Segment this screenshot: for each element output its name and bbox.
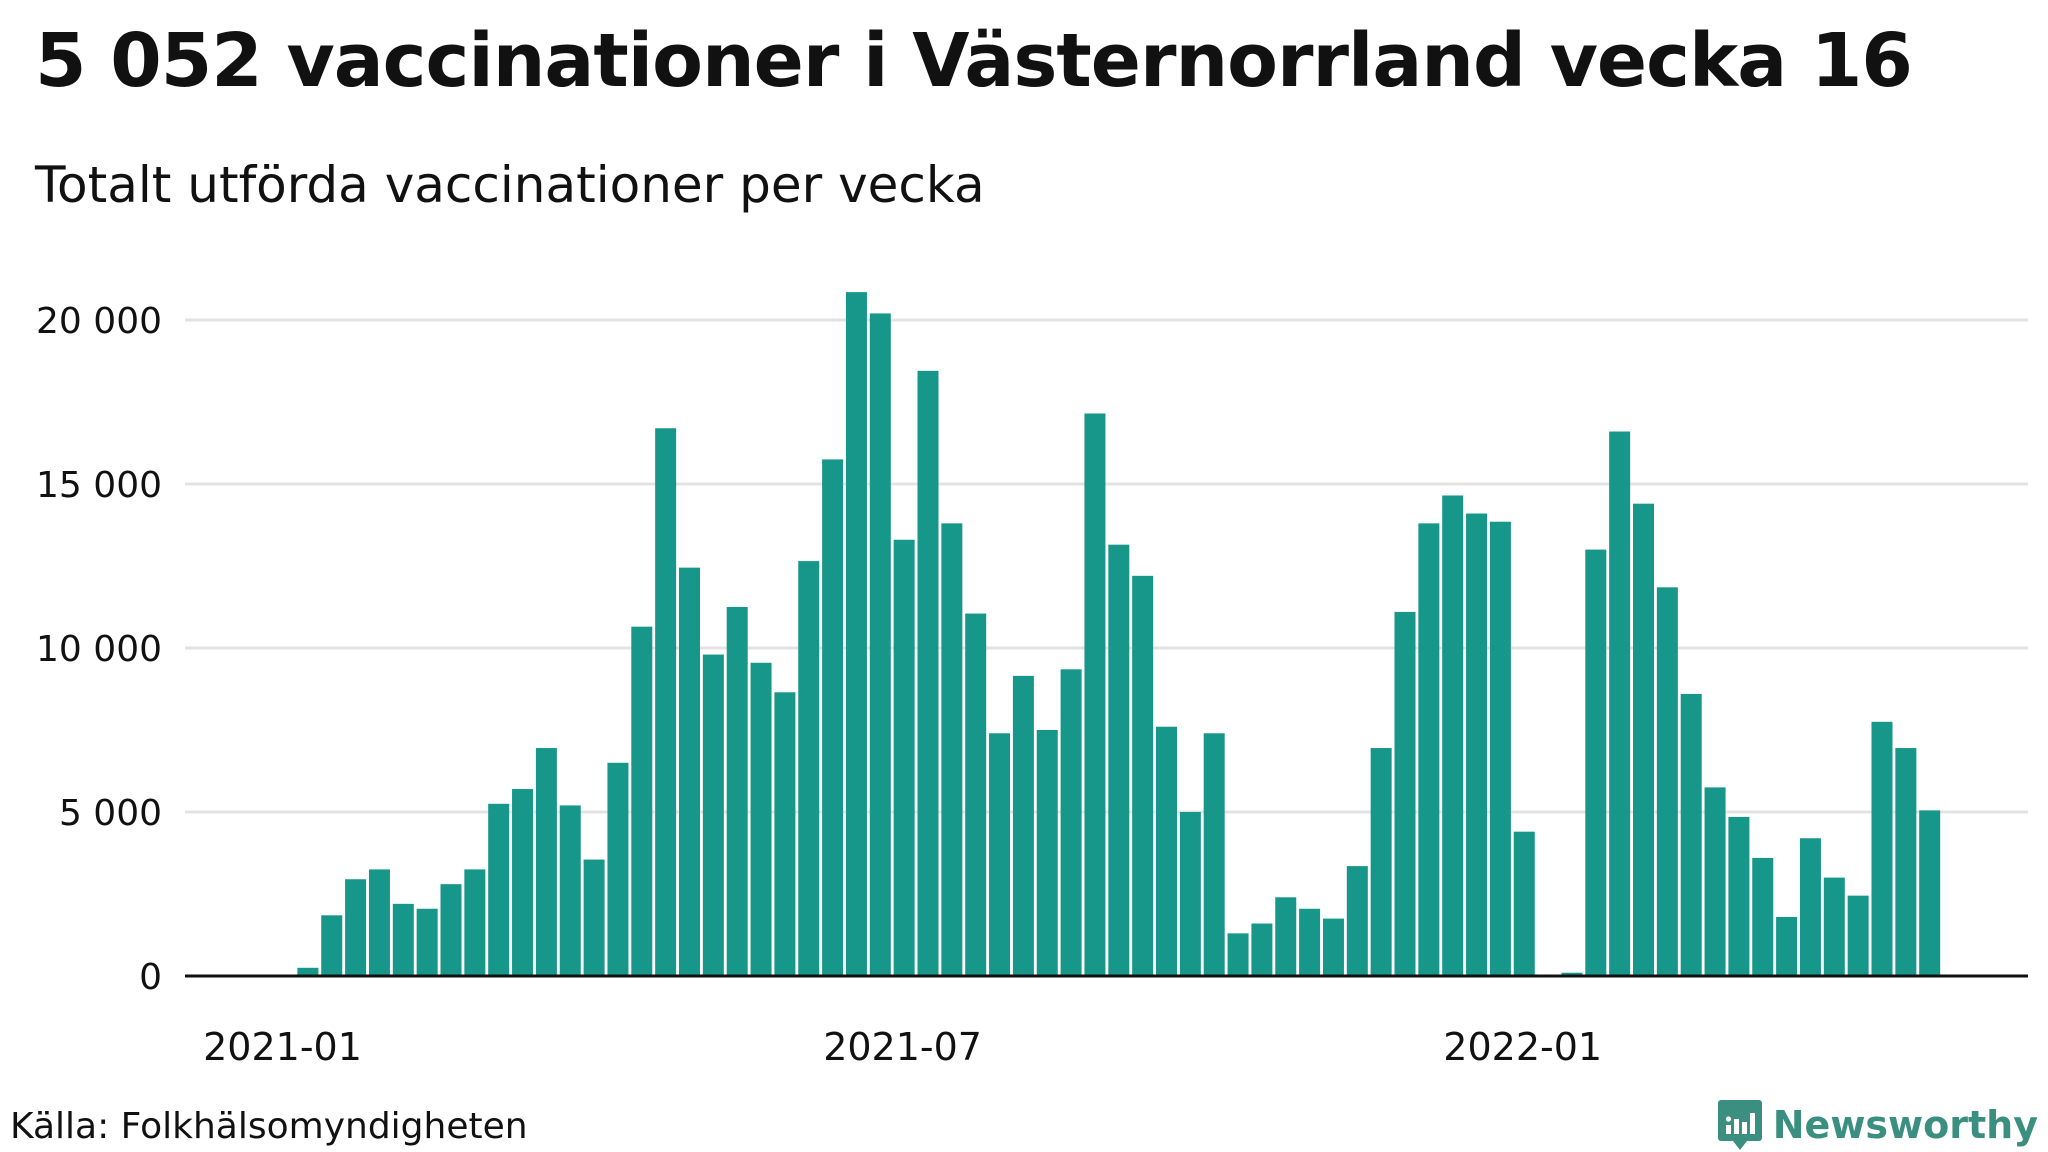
y-tick-label: 15 000 <box>36 465 162 506</box>
bar <box>1084 413 1106 977</box>
bar <box>583 859 605 976</box>
brand-name: Newsworthy <box>1772 1103 2038 1147</box>
bar <box>1203 733 1225 976</box>
y-tick-label: 20 000 <box>36 301 162 342</box>
bar <box>750 662 772 976</box>
bar <box>392 903 414 976</box>
bar <box>1299 908 1321 976</box>
bar <box>798 561 820 976</box>
bar <box>631 626 653 976</box>
bar <box>440 884 462 976</box>
bar <box>655 428 677 976</box>
bar <box>917 370 939 977</box>
bar <box>607 762 629 976</box>
bar <box>1394 611 1416 976</box>
bar <box>1776 916 1798 976</box>
bar <box>1442 495 1464 976</box>
bar <box>1847 895 1869 976</box>
bar <box>1418 523 1440 976</box>
bar <box>1871 721 1893 976</box>
bar <box>1108 544 1130 976</box>
bar <box>321 915 343 976</box>
bar <box>368 869 390 976</box>
bar <box>559 805 581 976</box>
bar <box>941 523 963 976</box>
newsworthy-logo-icon <box>1717 1100 1762 1150</box>
bar <box>1060 669 1082 976</box>
newsworthy-logo[interactable]: Newsworthy <box>1717 1098 2038 1152</box>
bar <box>1919 810 1941 976</box>
bar <box>774 692 796 976</box>
bar <box>1633 503 1654 976</box>
x-tick-label: 2021-07 <box>823 1025 982 1069</box>
y-axis-ticks: 0 5 000 10 000 15 000 20 000 <box>36 301 162 998</box>
bar <box>869 313 891 976</box>
bar <box>1179 812 1201 976</box>
gridlines <box>185 318 2028 814</box>
bar <box>297 967 319 976</box>
bar <box>822 459 844 976</box>
bar <box>1346 866 1368 976</box>
source-note: Källa: Folkhälsomyndigheten <box>10 1106 528 1147</box>
bar <box>535 748 557 976</box>
chart-title: 5 052 vaccinationer i Västernorrland vec… <box>35 18 1913 104</box>
bar <box>464 869 486 976</box>
bar <box>1728 816 1750 976</box>
bar <box>512 789 534 976</box>
bar <box>989 733 1011 976</box>
y-tick-label: 10 000 <box>36 629 162 670</box>
x-axis-ticks: 2021-01 2021-07 2022-01 <box>203 1025 1602 1069</box>
x-tick-label: 2021-01 <box>203 1025 362 1069</box>
x-tick-label: 2022-01 <box>1443 1025 1602 1069</box>
y-tick-label: 0 <box>139 957 162 998</box>
bar <box>726 607 748 976</box>
bar <box>1561 972 1583 976</box>
chart-subtitle: Totalt utförda vaccinationer per vecka <box>35 156 985 214</box>
bar <box>1156 726 1177 976</box>
bar <box>1895 748 1917 976</box>
bars <box>297 292 1941 977</box>
bar <box>893 539 915 976</box>
bar <box>1251 923 1273 976</box>
bar <box>845 292 867 976</box>
bar <box>679 567 700 976</box>
bar <box>1752 857 1774 976</box>
bar <box>1823 877 1845 976</box>
bar <box>1680 693 1702 976</box>
bar <box>965 613 987 976</box>
bar <box>702 654 724 976</box>
bar <box>1609 431 1631 976</box>
bar <box>1012 675 1034 976</box>
bar <box>1132 575 1154 976</box>
bar <box>345 879 367 976</box>
bar <box>1370 748 1392 976</box>
bar <box>1513 831 1535 976</box>
y-tick-label: 5 000 <box>59 793 162 834</box>
bar <box>1489 521 1511 976</box>
bar <box>1799 838 1821 976</box>
bar <box>416 908 438 976</box>
bar <box>1275 897 1297 976</box>
bar <box>1585 549 1607 976</box>
bar <box>1466 513 1488 976</box>
bar <box>1227 933 1249 976</box>
bar <box>1322 918 1344 976</box>
bar <box>1704 787 1726 976</box>
bar <box>1656 587 1678 976</box>
bar <box>1036 730 1058 976</box>
bar <box>488 803 510 976</box>
